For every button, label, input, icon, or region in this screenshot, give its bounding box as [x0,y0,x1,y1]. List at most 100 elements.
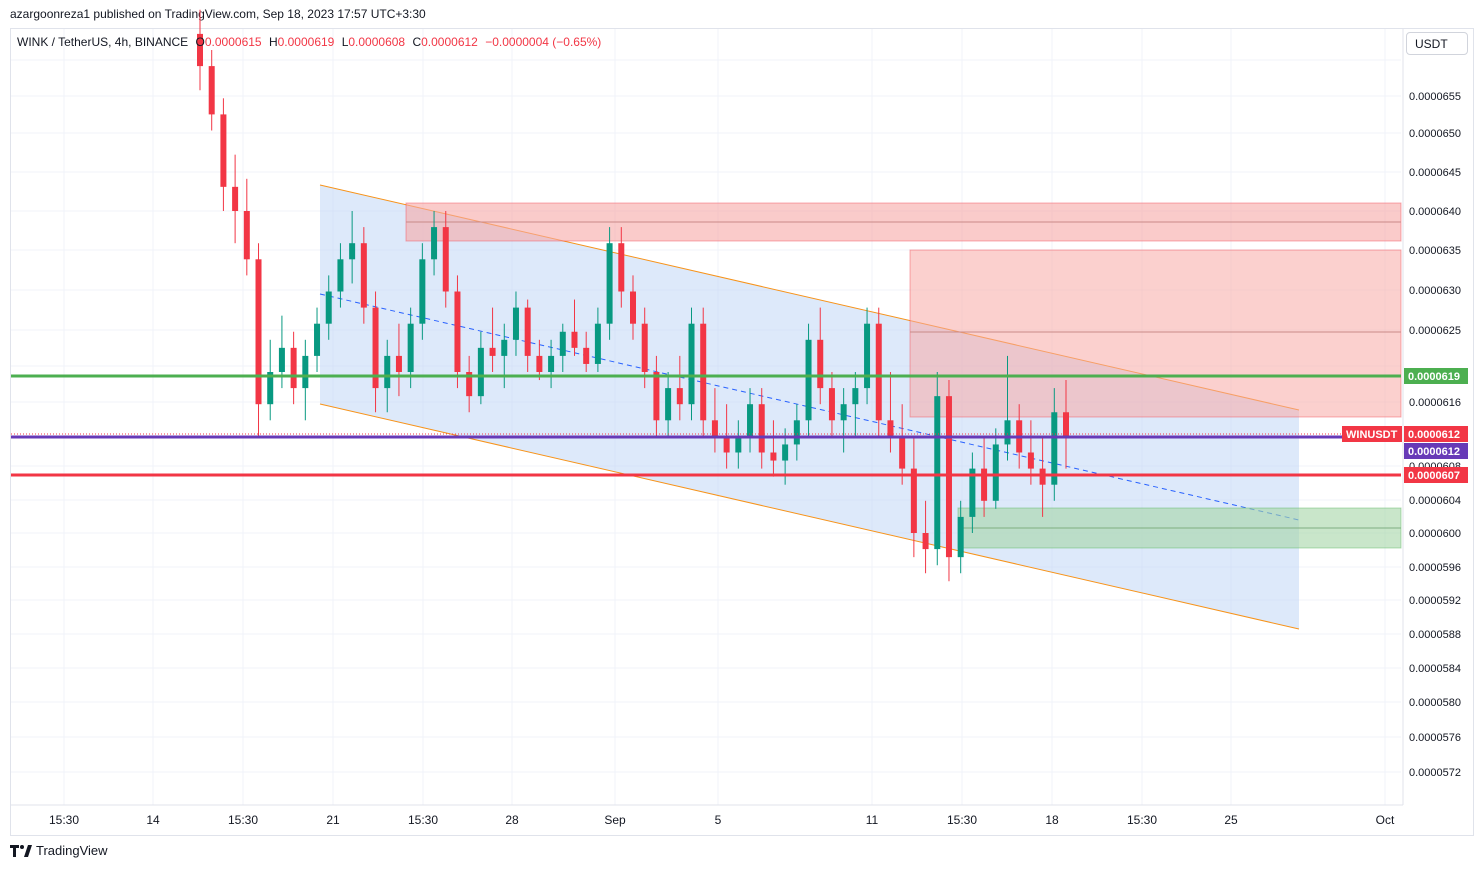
time-tick-label: 21 [326,813,340,827]
candle-body [501,339,508,356]
time-tick-label: 18 [1045,813,1059,827]
time-tick-label: 5 [715,813,722,827]
open-value: 0.0000615 [204,35,262,49]
candle-body [758,404,765,453]
candle-body [255,259,262,405]
price-tick-label: 0.0000616 [1409,397,1461,409]
candle-body [864,323,871,389]
candle-body [267,372,274,405]
chart-panel[interactable] [10,28,1474,836]
purple-price-tag-bg [1404,443,1468,459]
candle-body [899,436,906,469]
candle-body [630,291,636,324]
time-tick-label: 15:30 [1127,813,1157,827]
candle-body [220,114,227,187]
candle-body [688,323,695,405]
symbol-legend: WINK / TetherUS, 4h, BINANCE O0.0000615 … [17,35,601,49]
price-tick-label: 0.0000655 [1409,91,1461,103]
candle-body [197,33,203,67]
candle-body [466,372,473,397]
candle-body [735,436,742,453]
candle-body [395,355,402,372]
time-tick-label: 15:30 [228,813,258,827]
channel-lower-line[interactable] [319,403,1300,630]
candle-body [805,339,812,421]
candle-body [477,347,484,397]
candle-body [512,307,519,340]
candle-body [594,323,601,364]
candle-body [817,339,824,389]
candle-body [431,227,438,260]
candle-body [969,468,976,517]
candle-body [934,396,941,550]
candle-body [278,347,285,372]
candle-body [571,331,578,348]
candle-body [454,291,461,372]
candle-body [524,307,531,356]
candle-body [618,243,625,292]
candle-body [992,444,999,501]
candle-body [489,347,496,356]
mid-red-zone[interactable] [909,249,1402,418]
price-tick-label: 0.0000625 [1409,325,1461,337]
symbol-name[interactable]: WINK / TetherUS, 4h, BINANCE [17,35,189,49]
candle-body [875,323,882,421]
price-tick-label: 0.0000635 [1409,245,1461,257]
red-price-tag: 0.0000607 [1408,470,1460,482]
candle-body [419,259,426,324]
candle-body [828,388,835,421]
candle-body [243,211,250,260]
close-label: C [412,35,422,49]
change-value: −0.0000004 (−0.65%) [485,35,602,49]
time-tick-label: 15:30 [408,813,438,827]
low-value: 0.0000608 [348,35,406,49]
candle-body [349,243,356,260]
candle-body [747,404,754,437]
green-price-tag-bg [1404,368,1468,384]
candle-body [922,533,929,550]
price-tick-label: 0.0000650 [1409,128,1461,140]
price-tick-label: 0.0000588 [1409,629,1461,641]
last-price-tag: 0.0000612 [1408,429,1460,441]
candle-body [852,388,859,405]
candle-body [981,468,988,501]
candle-body [957,516,964,558]
candle-body [641,323,648,372]
candle-body [665,388,672,421]
price-tick-label: 0.0000645 [1409,167,1461,179]
price-tick-label: 0.0000580 [1409,697,1461,709]
publisher-line: azargoonreza1 published on TradingView.c… [10,7,426,21]
low-label: L [341,35,349,49]
purple-price-tag: 0.0000612 [1408,446,1460,458]
candle-body [314,323,321,356]
time-tick-label: 15:30 [947,813,977,827]
candle-body [1063,412,1069,437]
candle-body [583,347,590,364]
candle-body [711,420,718,437]
candle-body [606,243,613,324]
red-price-tag-bg [1404,467,1468,483]
candle-body [700,323,707,421]
candle-body [302,355,309,389]
candle-body [793,420,800,445]
last-price-tag-bg [1404,426,1468,442]
currency-button[interactable]: USDT [1406,32,1468,55]
candle-body [676,388,683,405]
candle-body [840,404,847,421]
price-tick-label: 0.0000600 [1409,528,1461,540]
price-tick-label: 0.0000604 [1409,495,1461,507]
candle-body [945,396,952,558]
time-tick-label: 11 [866,813,879,827]
time-tick-label: Sep [604,813,626,827]
candle-body [372,307,379,389]
candle-body [548,355,555,372]
tradingview-brand[interactable]: TradingView [10,843,108,858]
tradingview-logo-icon [10,844,32,857]
open-label: O [195,35,205,49]
channel-mid-line[interactable] [319,293,1300,521]
time-tick-label: 28 [505,813,519,827]
candle-body [1051,412,1058,485]
close-value: 0.0000612 [421,35,478,49]
price-tick-label: 0.0000630 [1409,285,1461,297]
